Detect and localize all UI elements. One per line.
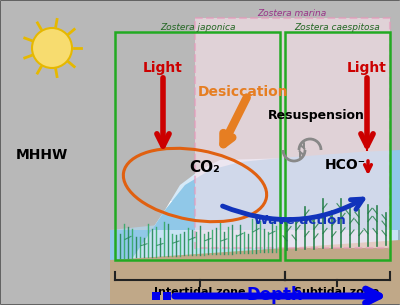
Text: Resuspension: Resuspension (268, 109, 364, 121)
Bar (285, 32, 390, 260)
Text: Desiccation: Desiccation (198, 85, 288, 99)
Text: MHHW: MHHW (16, 148, 68, 162)
Text: Wave action: Wave action (254, 214, 346, 227)
Bar (115, 32, 280, 260)
Polygon shape (110, 150, 400, 290)
Text: CO₂: CO₂ (190, 160, 220, 175)
Text: Zostera caespitosa: Zostera caespitosa (294, 23, 380, 33)
Polygon shape (110, 240, 400, 304)
Bar (195, 18, 390, 248)
Text: Depth: Depth (247, 286, 303, 304)
Text: Light: Light (347, 61, 387, 75)
Bar (152, 292, 160, 300)
Polygon shape (110, 200, 400, 260)
Text: Light: Light (143, 61, 183, 75)
Text: Zostera japonica: Zostera japonica (160, 23, 236, 33)
Text: HCO⁻: HCO⁻ (324, 158, 366, 172)
Circle shape (32, 28, 72, 68)
Bar (163, 292, 171, 300)
Text: Zostera marina: Zostera marina (257, 9, 327, 19)
Bar (1, 1, 399, 201)
Text: Intertidal zone: Intertidal zone (154, 287, 246, 297)
Polygon shape (1, 260, 110, 304)
Text: Subtidal zone: Subtidal zone (294, 287, 380, 297)
